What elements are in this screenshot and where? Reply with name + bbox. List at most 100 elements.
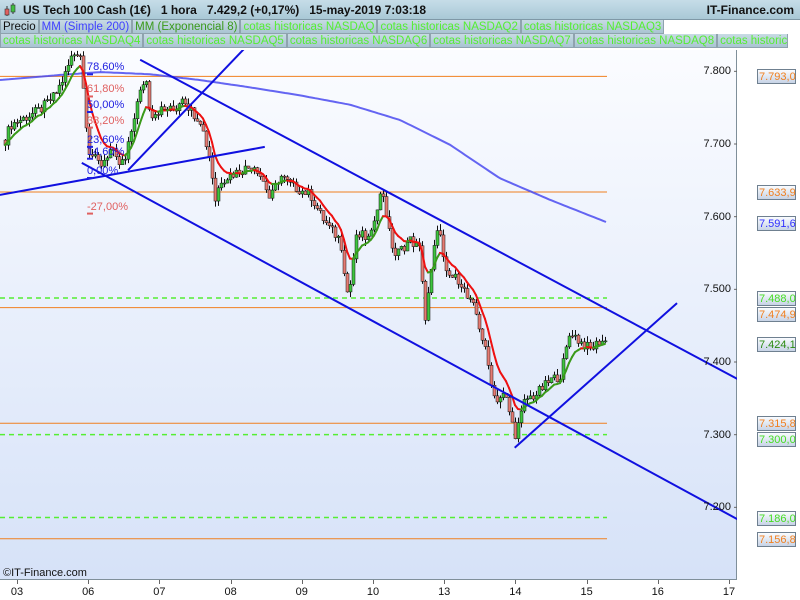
price-level-label: 7.793,0 (757, 69, 796, 85)
x-tick-label: 06 (82, 586, 95, 598)
legend-item[interactable]: cotas historicas NASDAQ7 (430, 34, 574, 48)
trendline (139, 58, 737, 380)
candle-body (576, 334, 581, 344)
candle-body (6, 126, 11, 146)
y-tick-label: 7.300 (703, 428, 731, 441)
candle-body (471, 299, 476, 303)
candle-body (543, 380, 548, 391)
candle-body (354, 234, 359, 260)
ema8-segment (379, 215, 384, 223)
x-tick-label: 07 (153, 586, 166, 598)
candle-body (474, 302, 479, 315)
x-tick-label: 09 (295, 586, 308, 598)
x-tick-label: 10 (366, 586, 380, 598)
candle-body (135, 101, 140, 119)
ema8-segment (478, 301, 483, 313)
candle-body (138, 89, 143, 102)
candle-body (564, 346, 569, 359)
legend-item[interactable]: MM (Exponencial 8) (132, 20, 241, 34)
candle-body (423, 281, 428, 321)
legend-item[interactable]: cotas historicas NASDAQ8 (573, 34, 718, 48)
candle-body (228, 173, 233, 181)
candle-body (435, 230, 440, 246)
ema8-segment (133, 131, 138, 143)
fibonacci-label: -27,00% (87, 200, 128, 213)
candle-body (129, 131, 134, 142)
candle-body (192, 107, 197, 120)
x-tick (444, 580, 446, 584)
legend-item[interactable]: cotas historicas NASDAQ6 (286, 34, 431, 48)
ema8-segment (94, 120, 99, 132)
candle-body (318, 208, 323, 211)
trendline (127, 50, 245, 171)
candle-body (330, 225, 335, 228)
ema8-segment (418, 241, 423, 253)
candle-body (243, 165, 248, 175)
x-tick (301, 580, 303, 584)
legend-item[interactable]: cotas historicas NASDAQ4 (0, 34, 144, 48)
price-level-label: 7.474,9 (757, 307, 796, 323)
candle-body (516, 422, 521, 439)
ema8-segment (202, 117, 207, 126)
ema8-segment (472, 288, 477, 297)
candle-body (342, 250, 347, 274)
candle-body (66, 65, 71, 72)
ema8-segment (601, 342, 606, 346)
legend-row-2: cotas historicas NASDAQ4 cotas historicas… (0, 34, 789, 49)
legend-item[interactable]: cotas historicas (717, 34, 789, 48)
candle-body (426, 292, 431, 321)
ema8-segment (97, 129, 102, 140)
ema8-segment (205, 123, 210, 134)
candle-body (348, 284, 353, 293)
candle-body (324, 220, 329, 224)
ema8-segment (343, 238, 348, 253)
candle-body (63, 71, 68, 83)
legend-item[interactable]: MM (Simple 200) (38, 20, 133, 34)
ema8-segment (391, 224, 396, 234)
y-tick-label: 7.600 (703, 210, 731, 223)
candle-body (147, 81, 152, 110)
candle-body (300, 190, 305, 195)
candle-body (156, 114, 161, 116)
candle-body (270, 189, 275, 199)
fibonacci-label: 23,60% (87, 133, 125, 146)
candle-body (210, 157, 215, 179)
x-tick-label: 08 (224, 586, 237, 598)
candle-body (216, 187, 221, 202)
fibonacci-label: 50,00% (87, 99, 125, 112)
chart-plot-area[interactable] (0, 50, 737, 580)
candle-body (327, 222, 332, 226)
candle-body (60, 82, 65, 86)
ema8-segment (508, 386, 513, 397)
ema8-segment (91, 110, 96, 123)
ema8-segment (559, 376, 564, 385)
candle-body (123, 158, 128, 161)
ema8-segment (64, 83, 69, 91)
legend-item[interactable]: cotas historicas NASDAQ (240, 20, 378, 34)
legend-item[interactable]: cotas historicas NASDAQ5 (143, 34, 287, 48)
ema8-segment (421, 250, 426, 268)
ema8-segment (136, 122, 141, 134)
candle-body (528, 395, 533, 399)
sma200-line (0, 71, 607, 223)
legend-item[interactable]: cotas historicas NASDAQ2 (377, 20, 521, 34)
x-tick (515, 580, 517, 584)
y-tick-label: 7.800 (703, 65, 731, 78)
x-tick (729, 580, 730, 584)
candle-body (501, 393, 506, 398)
candle-body (321, 210, 326, 221)
candle-body (453, 273, 458, 278)
fibonacci-label: 14,60% (87, 145, 125, 158)
candle-body (219, 182, 224, 189)
ema8-segment (337, 223, 342, 231)
candle-body (336, 235, 341, 238)
chart-canvas (0, 50, 737, 540)
legend-item[interactable]: Precio (0, 20, 39, 34)
ema8-segment (340, 228, 345, 241)
legend-item[interactable]: cotas historicas NASDAQ3 (520, 20, 665, 34)
candle-body (54, 92, 59, 94)
x-tick (230, 580, 232, 584)
candle-body (48, 99, 53, 101)
candle-body (525, 398, 530, 400)
candle-body (141, 84, 146, 91)
